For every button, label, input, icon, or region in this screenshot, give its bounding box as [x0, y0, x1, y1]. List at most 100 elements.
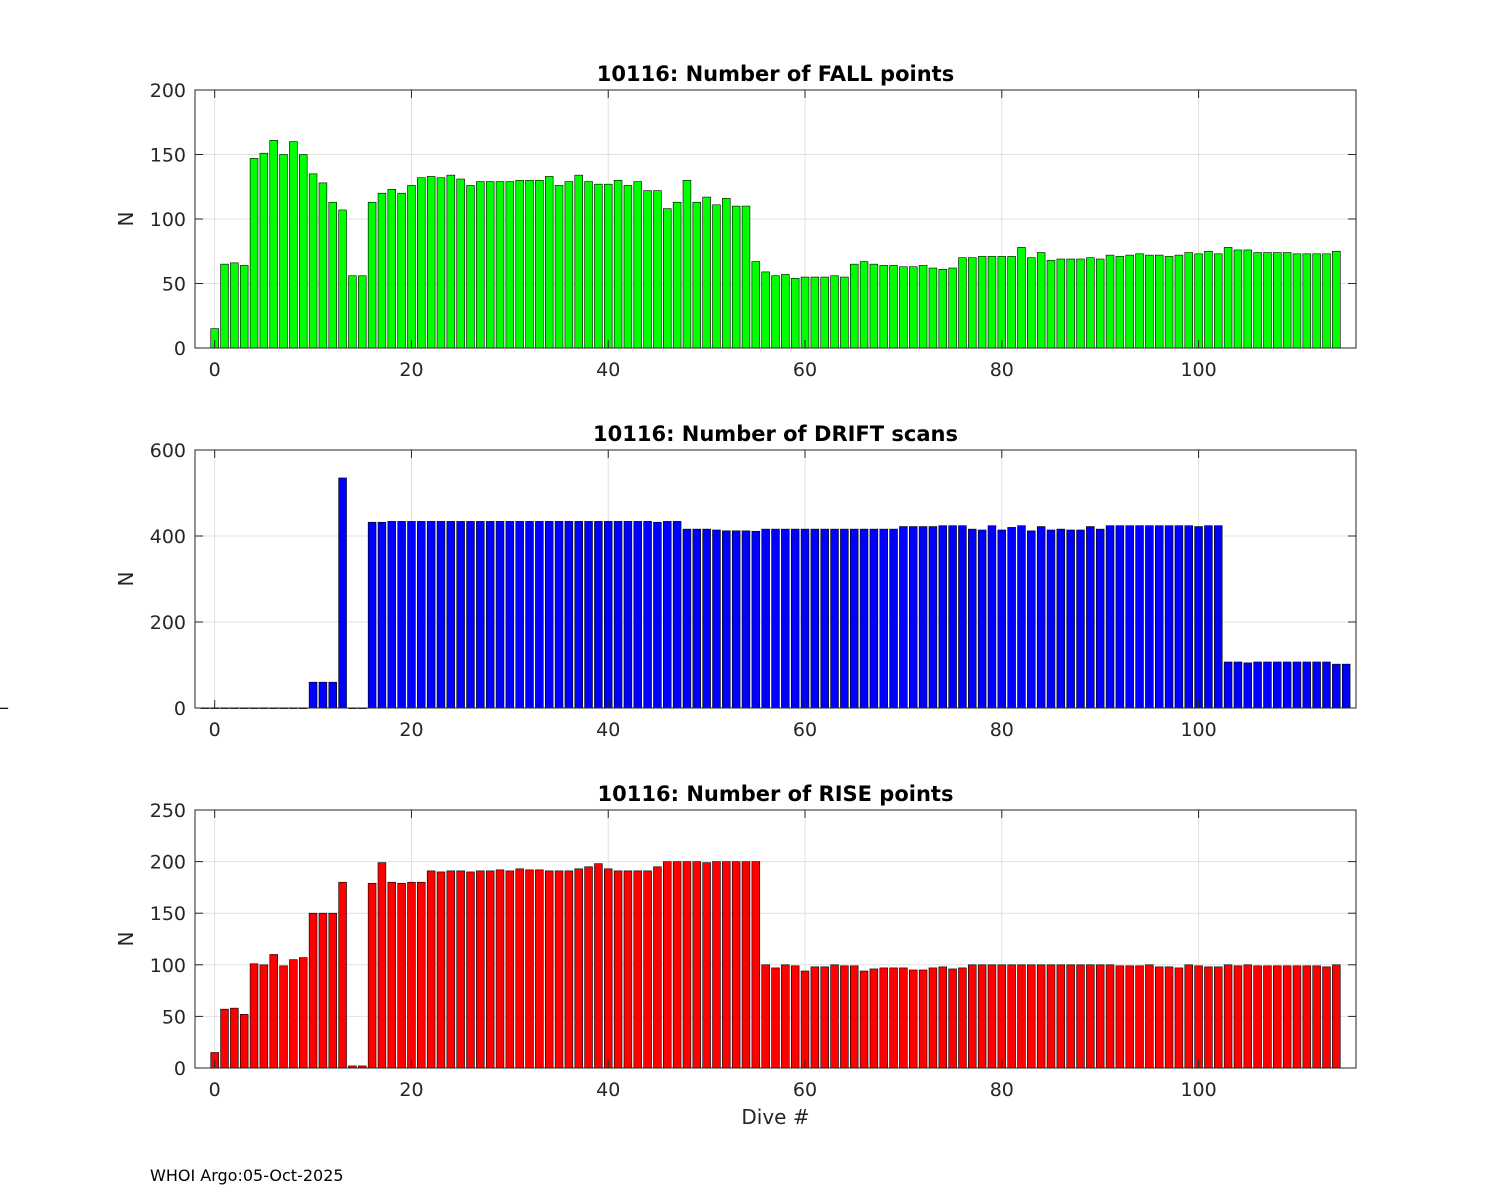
bar [968, 257, 977, 349]
x-tick-label: 20 [399, 719, 423, 741]
bar [849, 965, 859, 1069]
y-tick-label: 50 [162, 1006, 186, 1028]
bar [298, 957, 308, 1069]
bar [476, 870, 485, 1069]
bar [1214, 525, 1223, 709]
bar [1204, 525, 1213, 709]
bar [1086, 257, 1095, 349]
x-tick-label: 0 [209, 359, 221, 381]
bar [751, 261, 761, 349]
bar [1282, 661, 1292, 709]
bar [712, 204, 721, 349]
bar [722, 530, 731, 709]
bar [279, 965, 288, 1069]
bar [604, 521, 613, 709]
bar [968, 528, 977, 709]
x-tick-label: 100 [1180, 719, 1216, 741]
bar [1125, 254, 1134, 349]
bar [505, 870, 515, 1069]
bar [1184, 525, 1193, 709]
bar [436, 177, 446, 349]
bar [466, 521, 475, 709]
bar [230, 1007, 239, 1069]
bar [318, 182, 328, 349]
bar [613, 870, 623, 1069]
x-tick-label: 60 [793, 359, 817, 381]
bar [485, 870, 495, 1069]
bar [1204, 966, 1213, 1069]
bar [407, 881, 416, 1069]
bar [682, 528, 692, 709]
bar [958, 967, 967, 1069]
bar [239, 265, 249, 349]
y-tick-label: 100 [150, 209, 186, 231]
bar [1292, 661, 1302, 709]
bar [702, 196, 711, 349]
bar [751, 530, 761, 709]
bar [1164, 525, 1174, 709]
x-tick-label: 80 [990, 719, 1014, 741]
bar [1194, 526, 1203, 709]
bar [938, 966, 947, 1069]
bar [515, 521, 524, 709]
bar [712, 861, 721, 1069]
bar [1076, 529, 1085, 709]
bar [446, 870, 456, 1069]
bar [456, 178, 465, 349]
bar [1105, 964, 1115, 1069]
bar [987, 256, 997, 349]
bar [751, 861, 761, 1069]
bar [554, 185, 564, 349]
bar [1076, 964, 1085, 1069]
bar [495, 869, 505, 1069]
bar [840, 276, 849, 349]
bar [840, 965, 849, 1069]
bar [977, 256, 987, 349]
bar [377, 521, 387, 709]
bar [830, 528, 839, 709]
y-tick-label: 200 [150, 80, 186, 102]
bar [997, 964, 1007, 1069]
bar [0, 707, 9, 709]
bar [741, 205, 751, 349]
bar [515, 180, 524, 349]
bar [495, 181, 505, 349]
bar [466, 185, 475, 349]
bar [663, 861, 672, 1069]
bar [859, 970, 869, 1069]
bar [505, 181, 515, 349]
bar [417, 881, 426, 1069]
bar [781, 528, 790, 709]
bar [800, 970, 810, 1069]
bar [672, 861, 682, 1069]
bar [918, 526, 928, 709]
bar [1066, 529, 1075, 709]
bar [525, 869, 534, 1069]
bar [1056, 258, 1066, 349]
bar [456, 521, 465, 709]
bar [790, 278, 800, 349]
bar [997, 256, 1007, 349]
bar [308, 173, 318, 349]
bar [230, 262, 239, 349]
y-tick-label: 100 [150, 955, 186, 977]
bar [781, 274, 790, 349]
bar [1243, 662, 1253, 709]
bar [653, 190, 662, 349]
y-tick-label: 150 [150, 145, 186, 167]
bar [1273, 252, 1282, 349]
bar [692, 201, 702, 349]
bar [731, 861, 741, 1069]
bar [1322, 661, 1331, 709]
bar [594, 183, 603, 349]
bar [584, 866, 593, 1069]
bar [1204, 250, 1213, 349]
bar [289, 959, 298, 1069]
bar [564, 521, 574, 709]
bar [1302, 253, 1312, 349]
bar [367, 882, 377, 1069]
bar [1095, 258, 1105, 349]
bar [692, 528, 702, 709]
bar [1194, 253, 1203, 349]
